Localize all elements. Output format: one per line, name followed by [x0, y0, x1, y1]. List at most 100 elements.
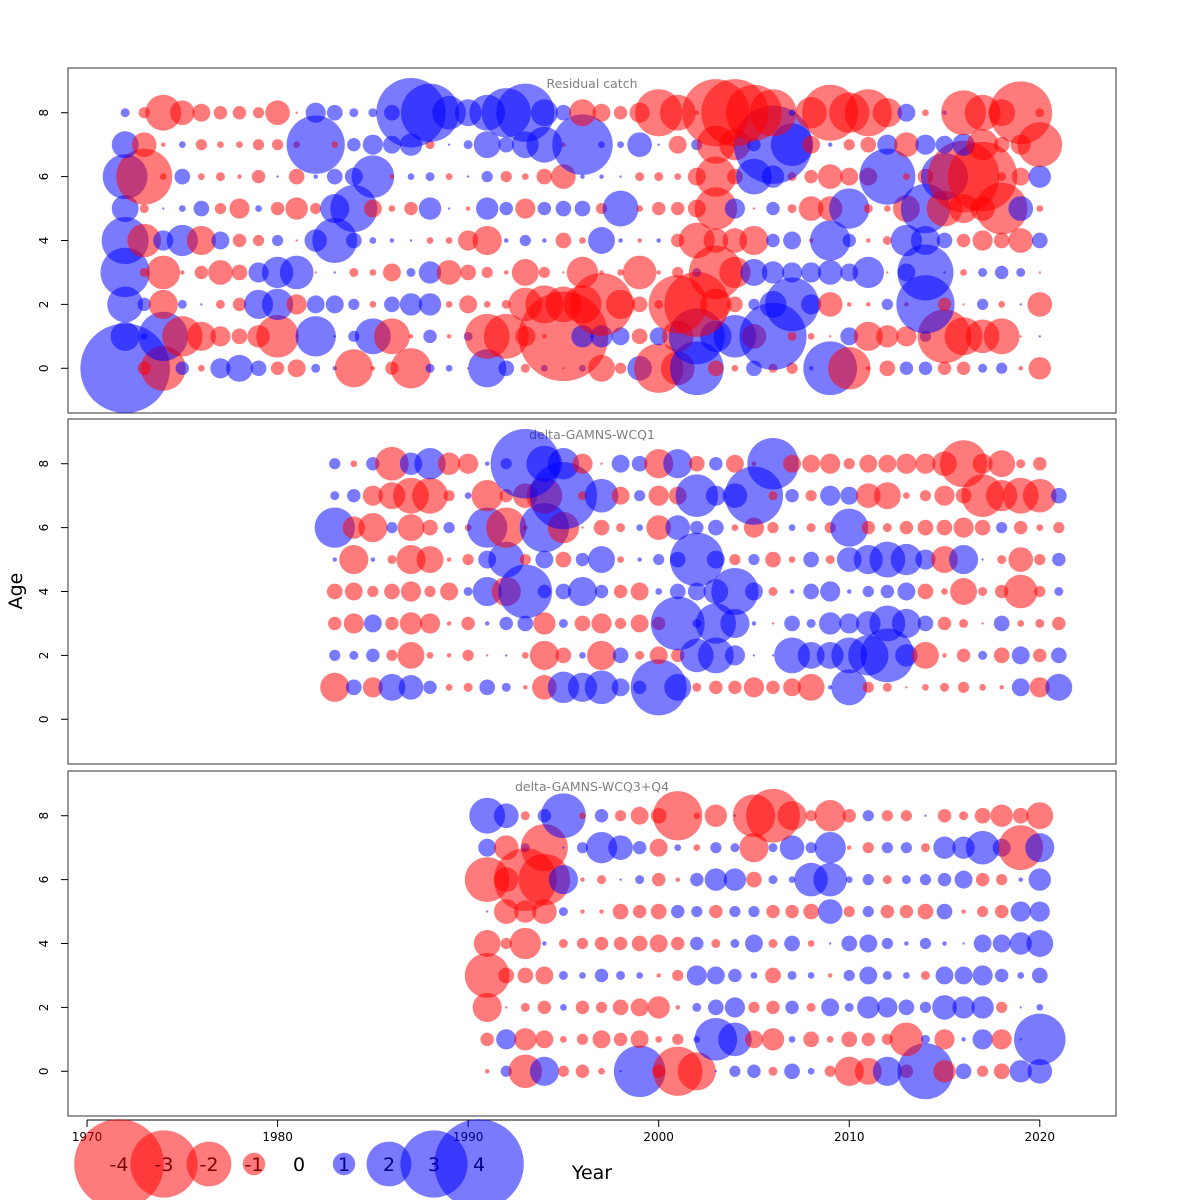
residual-bubble: 1990, age 2: -0.5	[462, 649, 474, 661]
residual-bubble: 2002, age 2: 0.4	[692, 1002, 702, 1012]
residual-bubble: 2005, age 0: 0.6	[747, 1064, 761, 1078]
residual-bubble: 2018, age 6: -0.5	[996, 874, 1008, 886]
residual-bubble: 2009, age 4: 0.9	[820, 581, 841, 602]
residual-bubble: 2011, age 1: -0.5	[862, 681, 874, 693]
residual-bubble: 1986, age 1: 1.2	[378, 673, 406, 701]
residual-bubble: 2000, age 5: 0.5	[653, 553, 665, 566]
residual-bubble: 2011, age 2: 1	[857, 996, 880, 1019]
residual-bubble: 1984, age 1: 0.7	[345, 679, 362, 696]
residual-bubble: 2012, age 4: 0.5	[881, 937, 893, 950]
residual-bubble: 1998, age 2: 0.7	[612, 647, 629, 664]
residual-bubble: 1988, age 2: -0.3	[426, 652, 434, 659]
residual-bubble: 2002, age 6: 0.6	[690, 872, 704, 887]
residual-bubble: 2021, age 4: 0.4	[1054, 587, 1064, 596]
residual-bubble: 1996, age 4: 1.3	[567, 576, 598, 607]
residual-bubble: 2006, age 5: -0.6	[766, 904, 780, 919]
residual-bubble: 2013, age 6: -0.6	[899, 520, 914, 535]
residual-bubble: 2002, age 8: -0.3	[693, 812, 701, 820]
residual-bubble: 1987, age 3: 0.4	[406, 267, 416, 277]
residual-bubble: 2001, age 5: 0.6	[671, 904, 685, 919]
residual-bubble: 1995, age 5: -0.7	[555, 551, 572, 568]
residual-bubble: 2013, age 2: 1	[895, 644, 918, 667]
y-axis: 0 2 4 6 8	[37, 812, 68, 1075]
residual-bubble: 2001, age 8: 1.3	[663, 449, 693, 479]
residual-bubble: 1975, age 5: 0.3	[178, 205, 186, 212]
residual-bubble: 2001, age 3: -0.5	[672, 969, 684, 982]
residual-bubble: 2011, age 7: -1.1	[855, 483, 881, 508]
residual-bubble: 1989, age 2: -0.3	[445, 301, 453, 308]
residual-bubble: 1998, age 3: 0.4	[616, 970, 626, 980]
residual-bubble: 2003, age 6: 0.7	[708, 519, 724, 536]
residual-bubble: 1991, age 3: -2	[464, 953, 510, 998]
residual-bubble: 2003, age 6: -1.8	[695, 156, 737, 197]
residual-bubble: 1987, age 6: 0.3	[407, 173, 415, 180]
residual-bubble: 2006, age 5: -0.7	[765, 551, 781, 568]
residual-bubble: 2010, age 7: 0.8	[840, 486, 859, 505]
y-tick-label: 2	[37, 1004, 51, 1012]
residual-bubble: 2019, age 4: -1.1	[1008, 228, 1034, 253]
residual-bubble: 1996, age 3: -1.4	[566, 256, 599, 289]
residual-bubble: 2004, age 3: 0.6	[728, 968, 742, 983]
residual-bubble: 2007, age 4: 0.7	[784, 935, 800, 952]
residual-bubble: 2018, age 1: -0.9	[991, 1029, 1012, 1050]
residual-bubble: 1996, age 0: -0.6	[575, 1064, 590, 1078]
legend-label: -1	[245, 1154, 264, 1176]
residual-bubble: 2006, age 0: -0.4	[768, 1066, 778, 1076]
residual-bubble: 1999, age 4: -0.8	[630, 582, 649, 601]
residual-bubble: 1982, age 7: 2.6	[286, 115, 345, 174]
legend-label: 2	[383, 1154, 395, 1176]
residual-bubble: 2016, age 3: 0.8	[954, 966, 973, 985]
residual-bubble: 1998, age 8: -0.5	[614, 810, 627, 822]
residual-bubble: 2007, age 8: 0.3	[788, 109, 796, 117]
residual-bubble: 2005, age 5: -0.1	[752, 207, 756, 210]
residual-bubble: 2000, age 7: 0.1	[657, 143, 660, 146]
residual-bubble: 1988, age 4: -0.5	[424, 585, 436, 598]
residual-bubble: 2008, age 1: -0.7	[803, 1031, 819, 1048]
residual-bubble: 1990, age 4: -0.9	[458, 230, 479, 251]
residual-bubble: 2000, age 3: -0.2	[656, 270, 661, 275]
residual-bubble: 2006, age 6: -0.5	[767, 522, 779, 534]
residual-bubble: 2017, age 2: 1	[971, 996, 994, 1019]
residual-bubble: 2013, age 8: -0.9	[896, 453, 917, 474]
residual-bubble: 2019, age 5: 1.1	[1008, 196, 1034, 221]
residual-bubble: 1982, age 0: 0.4	[311, 363, 321, 373]
residual-bubble: 2002, age 0: -1.7	[677, 1052, 716, 1091]
residual-bubble: 1996, age 3: -0.7	[574, 615, 591, 632]
residual-bubble: 1984, age 4: -0.8	[344, 582, 363, 601]
residual-bubble: 1995, age 2: 0.3	[560, 1004, 567, 1011]
residual-bubble: 2014, age 0: 2.5	[897, 1043, 954, 1100]
residual-bubble: 2007, age 3: 0.9	[781, 262, 803, 283]
residual-bubble: 1998, age 5: -0.7	[612, 903, 629, 920]
residual-bubble: 2018, age 4: 0.8	[992, 934, 1011, 953]
residual-bubble: 2012, age 4: 0.6	[880, 584, 895, 599]
residual-bubble: 1990, age 8: -0.9	[458, 453, 479, 474]
residual-bubble: 1985, age 2: 0.6	[366, 648, 380, 663]
residual-bubble: 2014, age 8: -0.9	[915, 453, 936, 474]
residual-bubble: 2004, age 6: 1	[723, 868, 747, 891]
residual-bubble: 1998, age 5: -0.3	[617, 556, 624, 563]
residual-bubble: 1988, age 6: -0.7	[422, 519, 438, 536]
residual-bubble: 2018, age 1: -0.2	[999, 685, 1004, 690]
residual-bubble: 1983, age 6: 1.8	[314, 507, 355, 548]
residual-bubble: 1977, age 8: -0.6	[213, 106, 228, 120]
residual-bubble: 2018, age 2: -0.5	[996, 1001, 1008, 1013]
residual-bubble: 2000, age 5: -0.7	[650, 903, 667, 920]
residual-bubble: 1989, age 1: -0.2	[446, 334, 452, 339]
residual-bubble: 2016, age 4: -0.6	[956, 233, 971, 248]
residual-bubble: 1974, age 7: -0.2	[161, 142, 166, 147]
y-tick-label: 4	[37, 237, 51, 245]
residual-bubble: 1997, age 5: -0.2	[599, 909, 604, 914]
residual-bubble: 1991, age 7: 1.2	[473, 131, 501, 159]
residual-bubble: 1987, age 0: -1.8	[390, 348, 432, 389]
residual-bubble: 2009, age 0: -0.5	[824, 1065, 836, 1077]
residual-bubble: 2003, age 5: -1.9	[694, 187, 738, 230]
residual-bubble: 1995, age 5: 0.4	[558, 907, 568, 917]
residual-bubble: 2008, age 5: -0.7	[803, 903, 819, 920]
residual-bubble: 2008, age 7: -0.5	[805, 490, 817, 502]
residual-bubble: 1991, age 1: -0.6	[480, 1032, 494, 1047]
residual-bubble: 2001, age 3: 2.4	[650, 596, 705, 651]
residual-bubble: 2019, age 6: -0.8	[1011, 167, 1030, 186]
residual-bubble: 1986, age 4: 0.2	[389, 238, 395, 243]
residual-bubble: 1977, age 7: -0.3	[217, 141, 224, 149]
